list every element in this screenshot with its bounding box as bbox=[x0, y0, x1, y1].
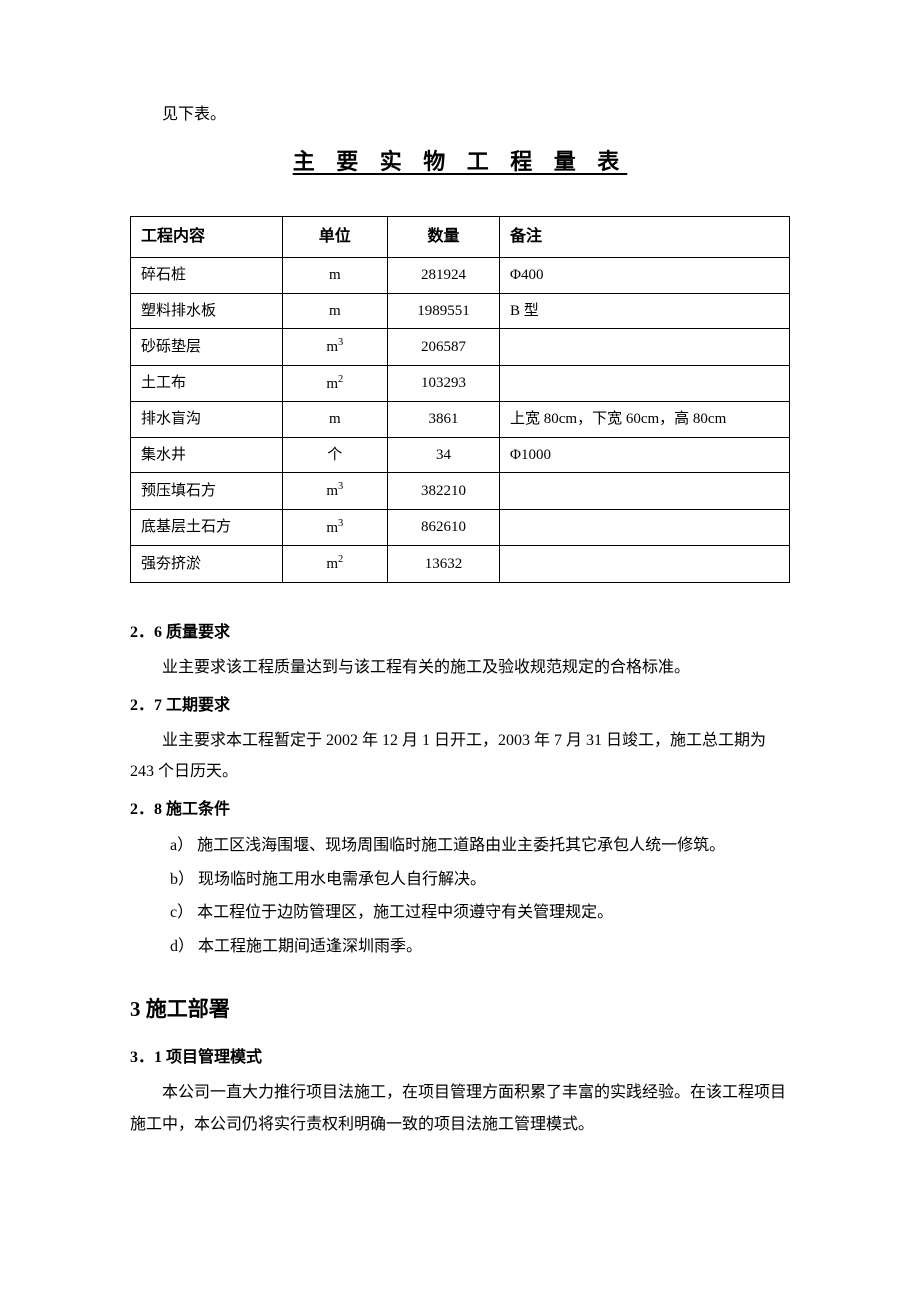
cell-content: 预压填石方 bbox=[131, 473, 283, 510]
cell-qty: 382210 bbox=[388, 473, 500, 510]
cell-remark: 上宽 80cm，下宽 60cm，高 80cm bbox=[500, 402, 790, 438]
cell-unit: m3 bbox=[282, 473, 387, 510]
cell-unit: m2 bbox=[282, 365, 387, 402]
list-item: d） 本工程施工期间适逢深圳雨季。 bbox=[130, 930, 790, 964]
cell-unit: 个 bbox=[282, 437, 387, 473]
quantity-table: 工程内容 单位 数量 备注 碎石桩m281924Φ400塑料排水板m198955… bbox=[130, 216, 790, 583]
cell-remark: Φ1000 bbox=[500, 437, 790, 473]
th-qty: 数量 bbox=[388, 217, 500, 258]
section-heading-2-7: 2．7 工期要求 bbox=[130, 691, 790, 715]
cell-unit: m bbox=[282, 258, 387, 294]
list-item: b） 现场临时施工用水电需承包人自行解决。 bbox=[130, 863, 790, 897]
table-row: 塑料排水板m1989551B 型 bbox=[131, 293, 790, 329]
cell-unit: m3 bbox=[282, 329, 387, 366]
list-item: a） 施工区浅海围堰、现场周围临时施工道路由业主委托其它承包人统一修筑。 bbox=[130, 829, 790, 863]
cell-remark bbox=[500, 365, 790, 402]
th-remark: 备注 bbox=[500, 217, 790, 258]
cell-qty: 13632 bbox=[388, 546, 500, 583]
section-heading-2-8: 2．8 施工条件 bbox=[130, 795, 790, 819]
cell-content: 塑料排水板 bbox=[131, 293, 283, 329]
cell-qty: 34 bbox=[388, 437, 500, 473]
cell-content: 土工布 bbox=[131, 365, 283, 402]
cell-remark bbox=[500, 329, 790, 366]
list-item: c） 本工程位于边防管理区，施工过程中须遵守有关管理规定。 bbox=[130, 896, 790, 930]
cell-content: 碎石桩 bbox=[131, 258, 283, 294]
table-header-row: 工程内容 单位 数量 备注 bbox=[131, 217, 790, 258]
cell-qty: 862610 bbox=[388, 509, 500, 546]
chapter-heading-3: 3 施工部署 bbox=[130, 993, 790, 1023]
cell-unit: m2 bbox=[282, 546, 387, 583]
cell-content: 强夯挤淤 bbox=[131, 546, 283, 583]
cell-content: 砂砾垫层 bbox=[131, 329, 283, 366]
th-unit: 单位 bbox=[282, 217, 387, 258]
section-heading-2-6: 2．6 质量要求 bbox=[130, 618, 790, 642]
cell-qty: 281924 bbox=[388, 258, 500, 294]
section-text-3-1: 本公司一直大力推行项目法施工，在项目管理方面积累了丰富的实践经验。在该工程项目施… bbox=[130, 1077, 790, 1139]
table-row: 碎石桩m281924Φ400 bbox=[131, 258, 790, 294]
cell-remark bbox=[500, 473, 790, 510]
table-row: 底基层土石方m3862610 bbox=[131, 509, 790, 546]
cell-content: 排水盲沟 bbox=[131, 402, 283, 438]
th-content: 工程内容 bbox=[131, 217, 283, 258]
table-row: 预压填石方m3382210 bbox=[131, 473, 790, 510]
table-row: 排水盲沟m3861上宽 80cm，下宽 60cm，高 80cm bbox=[131, 402, 790, 438]
cell-unit: m bbox=[282, 402, 387, 438]
cell-remark bbox=[500, 509, 790, 546]
table-row: 集水井个34Φ1000 bbox=[131, 437, 790, 473]
section-heading-3-1: 3．1 项目管理模式 bbox=[130, 1043, 790, 1067]
cell-qty: 3861 bbox=[388, 402, 500, 438]
cell-qty: 206587 bbox=[388, 329, 500, 366]
cell-qty: 1989551 bbox=[388, 293, 500, 329]
intro-text: 见下表。 bbox=[130, 100, 790, 124]
section-text-2-7: 业主要求本工程暂定于 2002 年 12 月 1 日开工，2003 年 7 月 … bbox=[130, 725, 790, 787]
cell-unit: m3 bbox=[282, 509, 387, 546]
cell-content: 底基层土石方 bbox=[131, 509, 283, 546]
cell-remark: Φ400 bbox=[500, 258, 790, 294]
cell-qty: 103293 bbox=[388, 365, 500, 402]
list-2-8: a） 施工区浅海围堰、现场周围临时施工道路由业主委托其它承包人统一修筑。b） 现… bbox=[130, 829, 790, 963]
table-body: 碎石桩m281924Φ400塑料排水板m1989551B 型砂砾垫层m32065… bbox=[131, 258, 790, 583]
table-row: 土工布m2103293 bbox=[131, 365, 790, 402]
table-title: 主 要 实 物 工 程 量 表 bbox=[130, 144, 790, 176]
table-row: 强夯挤淤m213632 bbox=[131, 546, 790, 583]
table-row: 砂砾垫层m3206587 bbox=[131, 329, 790, 366]
cell-unit: m bbox=[282, 293, 387, 329]
cell-remark: B 型 bbox=[500, 293, 790, 329]
cell-content: 集水井 bbox=[131, 437, 283, 473]
section-text-2-6: 业主要求该工程质量达到与该工程有关的施工及验收规范规定的合格标准。 bbox=[130, 652, 790, 683]
cell-remark bbox=[500, 546, 790, 583]
